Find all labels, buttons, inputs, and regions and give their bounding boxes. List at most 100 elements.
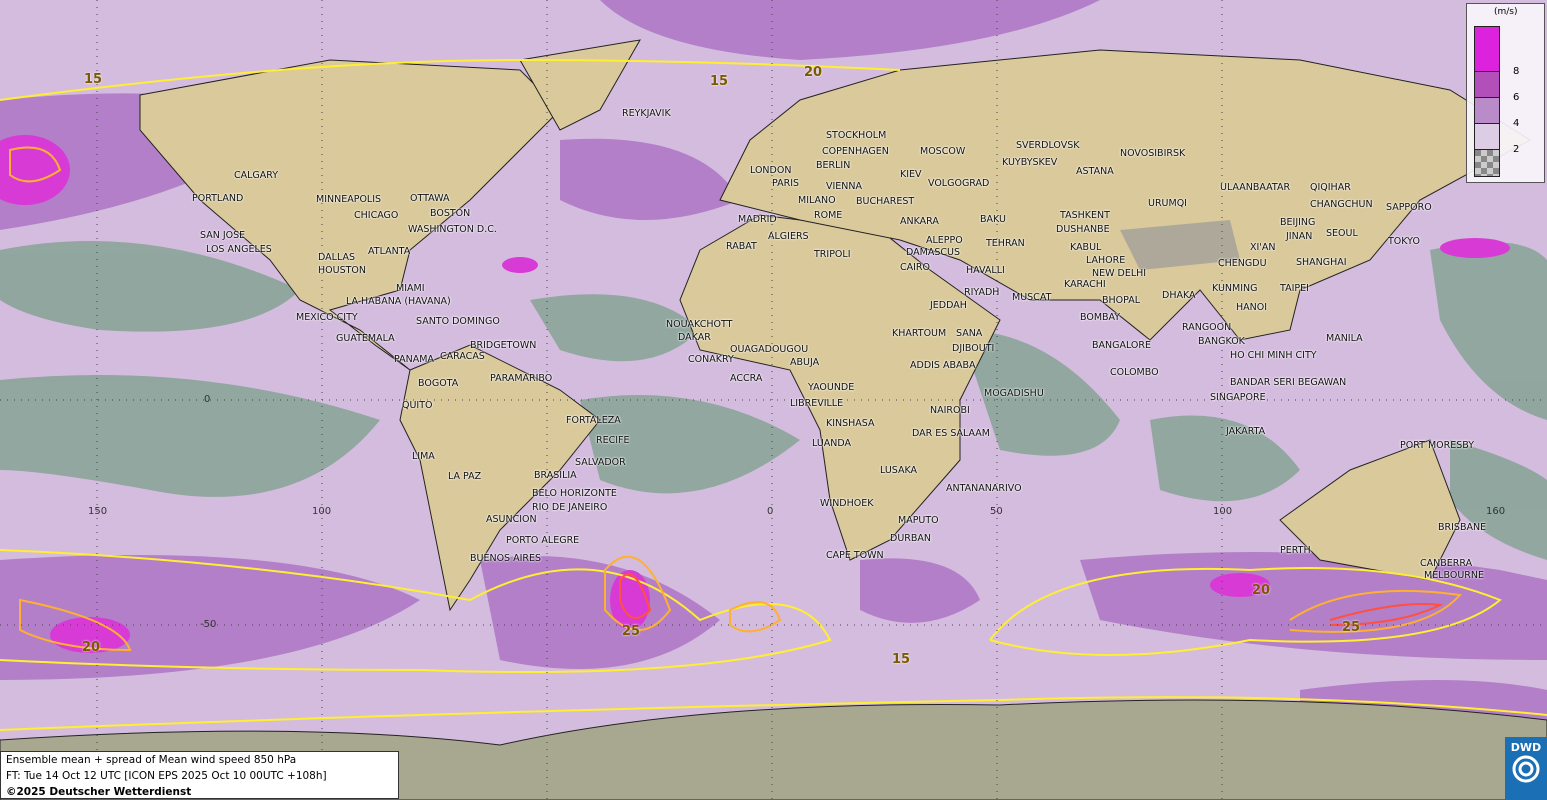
city-label: BOGOTA	[418, 378, 459, 389]
city-label: MIAMI	[396, 283, 425, 294]
contour-label: 15	[84, 72, 103, 87]
city-label: ANTANANARIVO	[946, 483, 1022, 494]
forecast-time: FT: Tue 14 Oct 12 UTC [ICON EPS 2025 Oct…	[6, 770, 327, 782]
city-label: VIENNA	[826, 181, 863, 192]
city-label: DAR ES SALAAM	[912, 428, 990, 439]
city-label: TEHRAN	[986, 238, 1025, 249]
city-label: BANDAR SERI BEGAWAN	[1230, 377, 1347, 388]
city-label: WASHINGTON D.C.	[408, 224, 497, 235]
city-label: VOLGOGRAD	[928, 178, 990, 189]
city-label: DURBAN	[890, 533, 931, 544]
city-label: ATLANTA	[368, 246, 411, 257]
city-label: CHANGCHUN	[1310, 199, 1373, 210]
calm-areas	[0, 241, 1547, 560]
city-label: JINAN	[1286, 231, 1313, 242]
city-label: PERTH	[1280, 545, 1311, 556]
city-label: MOSCOW	[920, 146, 966, 157]
city-label: PARAMARIBO	[490, 373, 553, 384]
city-label: BELO HORIZONTE	[532, 488, 617, 499]
city-label: MEXICO CITY	[296, 312, 358, 323]
city-label: BANGKOK	[1198, 336, 1245, 347]
city-label: URUMQI	[1148, 198, 1187, 209]
city-label: LAHORE	[1086, 255, 1126, 266]
eurasia	[719, 49, 1531, 341]
city-label: RANGOON	[1182, 322, 1232, 333]
contour-label: 15	[892, 652, 911, 667]
city-label: BERLIN	[816, 160, 851, 171]
city-label: WINDHOEK	[820, 498, 874, 509]
city-label: QUITO	[402, 400, 433, 411]
city-label: FORTALEZA	[566, 415, 621, 426]
city-label: KIEV	[900, 169, 922, 180]
city-label: STOCKHOLM	[826, 130, 887, 141]
city-label: MANILA	[1326, 333, 1363, 344]
city-label: CARACAS	[440, 351, 485, 362]
city-label: DAKAR	[678, 332, 711, 343]
city-label: ASTANA	[1076, 166, 1114, 177]
city-label: JEDDAH	[930, 300, 967, 311]
city-label: BRISBANE	[1438, 522, 1487, 533]
city-label: LA PAZ	[448, 471, 482, 482]
city-label: DHAKA	[1162, 290, 1196, 301]
city-label: XI'AN	[1250, 242, 1276, 253]
contours	[0, 58, 1547, 731]
city-label: SANA	[956, 328, 983, 339]
city-label: BANGALORE	[1092, 340, 1152, 351]
city-label: OTTAWA	[410, 193, 450, 204]
grid-label: 100	[1213, 506, 1233, 517]
city-label: YAOUNDE	[808, 382, 855, 393]
city-label: OUAGADOUGOU	[730, 344, 809, 355]
city-label: RIYADH	[964, 287, 1000, 298]
city-label: TRIPOLI	[814, 249, 851, 260]
city-label: BRASILIA	[534, 470, 577, 481]
city-label: SVERDLOVSK	[1016, 140, 1080, 151]
grid-label: -50	[200, 619, 217, 630]
greenland	[519, 39, 641, 131]
city-label: RECIFE	[596, 435, 630, 446]
city-label: LA HABANA (HAVANA)	[346, 296, 451, 307]
city-label: COPENHAGEN	[822, 146, 889, 157]
city-label: KHARTOUM	[892, 328, 947, 339]
legend-swatch-4-6	[1474, 97, 1500, 125]
city-label: SAPPORO	[1386, 202, 1432, 213]
legend-tick: 2	[1513, 144, 1520, 155]
city-label: DUSHANBE	[1056, 224, 1110, 235]
city-label: QIQIHAR	[1310, 182, 1351, 193]
map-title: Ensemble mean + spread of Mean wind spee…	[6, 754, 297, 766]
color-legend: (m/s) 8 6 4 2	[1466, 3, 1545, 183]
city-label: PORTO ALEGRE	[506, 535, 580, 546]
legend-swatch-2-4	[1474, 123, 1500, 151]
city-label: NAIROBI	[930, 405, 970, 416]
city-label: CHENGDU	[1218, 258, 1267, 269]
africa	[679, 214, 1001, 561]
city-label: KUYBYSKEV	[1002, 157, 1058, 168]
city-label: HOUSTON	[318, 265, 366, 276]
city-label: SAN JOSE	[200, 230, 246, 241]
city-label: BRIDGETOWN	[470, 340, 537, 351]
city-label: CHICAGO	[354, 210, 399, 221]
dwd-logo: DWD	[1505, 737, 1547, 800]
city-label: ADDIS ABABA	[910, 360, 976, 371]
south-america	[399, 344, 601, 612]
city-label: MOGADISHU	[984, 388, 1044, 399]
city-label: SANTO DOMINGO	[416, 316, 500, 327]
legend-tick: 4	[1513, 118, 1520, 129]
city-label: PORTLAND	[192, 193, 244, 204]
city-label: HANOI	[1236, 302, 1268, 313]
city-label: BEIJING	[1280, 217, 1316, 228]
city-label: LUANDA	[812, 438, 852, 449]
australia	[1279, 439, 1461, 581]
contour-label: 25	[1342, 620, 1361, 635]
city-label: TOKYO	[1388, 236, 1420, 247]
city-label: BOSTON	[430, 208, 471, 219]
legend-unit: (m/s)	[1494, 7, 1518, 17]
city-label: BUENOS AIRES	[470, 553, 542, 564]
city-label: MINNEAPOLIS	[316, 194, 382, 205]
legend-swatch-below-2	[1474, 149, 1500, 177]
city-label: CANBERRA	[1420, 558, 1473, 569]
city-label: MAPUTO	[898, 515, 939, 526]
city-label: RABAT	[726, 241, 757, 252]
city-label: BOMBAY	[1080, 312, 1121, 323]
city-label: BUCHAREST	[856, 196, 915, 207]
